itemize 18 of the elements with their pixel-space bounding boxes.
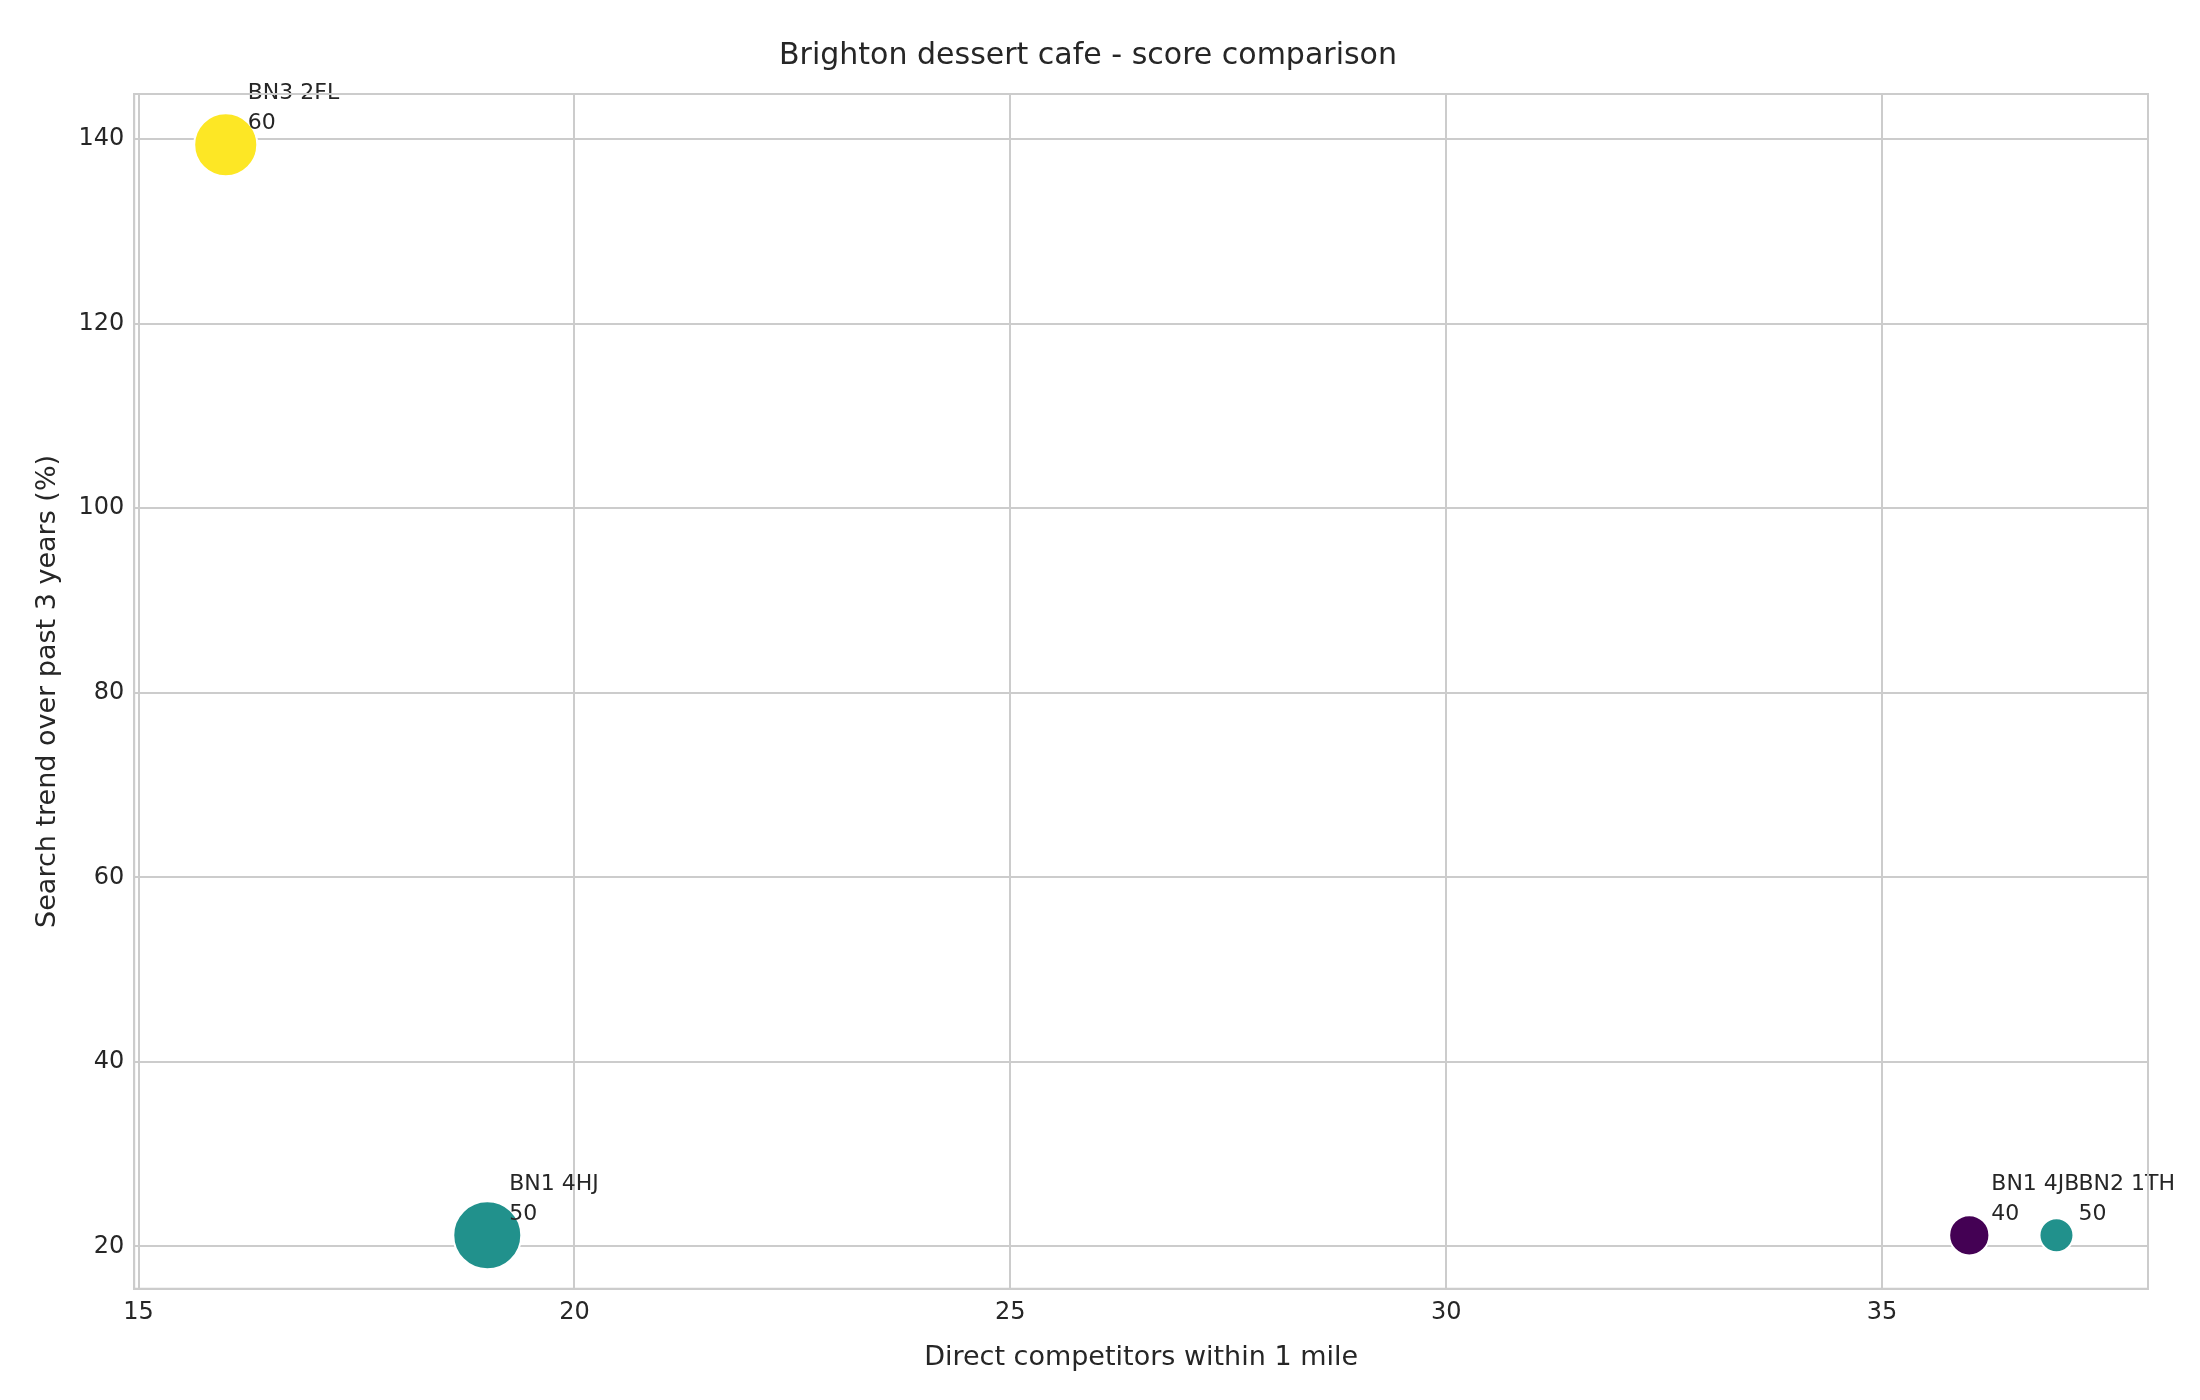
x-tick-label: 25 (995, 1297, 1026, 1326)
annotation: BN2 1TH 50 (2078, 1170, 2175, 1226)
y-axis-title: Search trend over past 3 years (%) (30, 454, 62, 928)
x-tick-label: 30 (1430, 1297, 1462, 1326)
x-axis-title: Direct competitors within 1 mile (924, 1339, 1359, 1371)
annotation: BN1 4HJ 50 (509, 1170, 599, 1226)
y-tick-label: 100 (78, 492, 125, 521)
x-tick-label: 20 (559, 1297, 590, 1326)
y-tick-label: 140 (78, 123, 125, 152)
y-tick-label: 80 (93, 677, 125, 706)
x-tick-label: 15 (123, 1297, 154, 1326)
y-tick-label: 20 (93, 1230, 125, 1259)
y-tick-label: 60 (93, 861, 125, 890)
y-tick-label: 120 (78, 307, 125, 336)
y-tick-label: 40 (93, 1046, 125, 1075)
x-tick-label: 35 (1866, 1297, 1898, 1326)
chart-title: Brighton dessert cafe - score comparison (779, 35, 1397, 71)
annotation: BN1 4JB 40 (1991, 1170, 2080, 1226)
